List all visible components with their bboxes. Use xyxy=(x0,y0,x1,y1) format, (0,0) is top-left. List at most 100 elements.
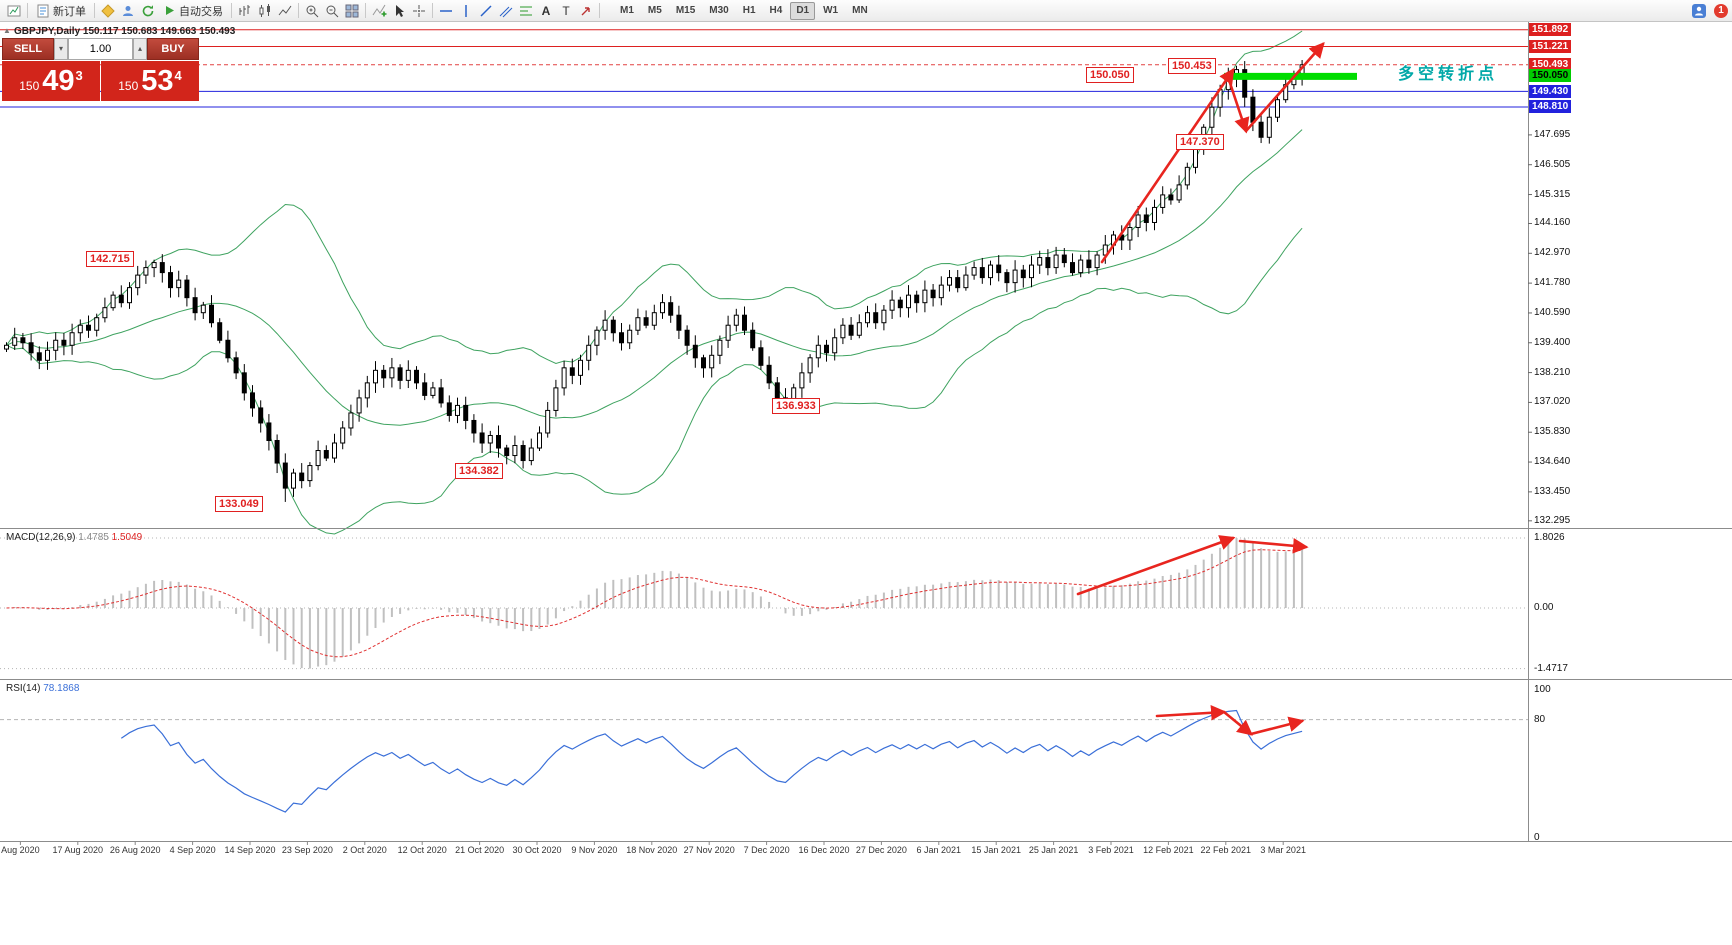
notification-badge[interactable]: 1 xyxy=(1714,3,1728,18)
timeframe-button-m30[interactable]: M30 xyxy=(709,4,729,16)
favorites-icon[interactable] xyxy=(98,2,118,20)
candle-body xyxy=(578,359,583,376)
autotrading-button[interactable]: 自动交易 xyxy=(158,2,228,20)
price-annotation-label[interactable]: 150.453 xyxy=(1168,58,1216,74)
price-axis-badge: 149.430 xyxy=(1529,84,1572,98)
volume-input[interactable] xyxy=(68,38,133,60)
trend-arrow[interactable] xyxy=(1155,704,1227,721)
autotrading-label: 自动交易 xyxy=(179,5,223,18)
zoom-out-icon[interactable] xyxy=(322,2,342,20)
ask-price-figure: 150 xyxy=(118,79,139,93)
candle-body xyxy=(1258,121,1264,138)
chart-window-icon[interactable] xyxy=(4,2,24,20)
candle-body xyxy=(364,382,370,399)
timeframe-button-m15[interactable]: M15 xyxy=(675,4,696,16)
chart-note-text[interactable]: 多空转折点 xyxy=(1398,66,1499,83)
fibonacci-tool-icon[interactable] xyxy=(516,2,536,20)
price-axis-badge: 151.221 xyxy=(1529,40,1572,54)
trend-arrow[interactable] xyxy=(1222,710,1254,736)
trend-arrow[interactable] xyxy=(1238,538,1309,554)
candle-body xyxy=(963,274,969,289)
sell-button[interactable]: SELL xyxy=(2,38,54,60)
date-axis-label: 26 Aug 2020 xyxy=(109,845,161,855)
price-annotation-label[interactable]: 136.933 xyxy=(772,398,820,414)
candle-body xyxy=(1266,116,1272,138)
trend-arrow[interactable] xyxy=(1100,67,1235,264)
candle-body xyxy=(881,309,887,324)
rsi-line xyxy=(120,709,1303,813)
zoom-in-icon[interactable] xyxy=(302,2,322,20)
candle-body xyxy=(1086,259,1092,269)
candle-body xyxy=(938,284,944,299)
trend-arrow[interactable] xyxy=(1244,42,1325,133)
trend-arrow[interactable] xyxy=(1076,535,1236,596)
timeframe-button-m1[interactable]: M1 xyxy=(620,4,634,16)
one-click-panel-toggle-icon[interactable]: ▲ xyxy=(3,26,11,35)
candle-body xyxy=(496,434,501,449)
price-annotation-label[interactable]: 134.382 xyxy=(455,463,503,479)
ask-price[interactable]: 150 53 4 xyxy=(101,61,199,101)
candle-body xyxy=(430,387,436,396)
indicators-icon[interactable] xyxy=(369,2,389,20)
candle-body xyxy=(627,329,633,344)
text-tool-icon[interactable]: A xyxy=(536,2,556,20)
date-axis-label: 3 Mar 2021 xyxy=(1260,845,1306,855)
label-tool-icon[interactable]: T xyxy=(556,2,576,20)
rsi-axis-tick: 100 xyxy=(1534,684,1551,695)
timeframe-button-m5[interactable]: M5 xyxy=(647,4,662,16)
candle-body xyxy=(873,312,879,324)
vertical-line-tool-icon[interactable] xyxy=(456,2,476,20)
timeframe-button-mn[interactable]: MN xyxy=(852,4,868,16)
candle-body xyxy=(569,367,575,376)
date-axis-label: 23 Sep 2020 xyxy=(281,845,333,855)
price-axis-tick: 134.640 xyxy=(1534,456,1571,468)
candle-body xyxy=(69,332,75,346)
price-annotation-label[interactable]: 147.370 xyxy=(1176,134,1224,150)
bid-price[interactable]: 150 49 3 xyxy=(2,61,100,101)
timeframe-button-h4[interactable]: H4 xyxy=(769,4,783,16)
candlestick-chart-icon[interactable] xyxy=(255,2,275,20)
price-axis-badge: 150.493 xyxy=(1529,58,1572,72)
price-annotation-label[interactable]: 142.715 xyxy=(86,251,134,267)
bollinger-lower-band xyxy=(6,227,1303,535)
candle-body xyxy=(799,372,805,389)
candle-body xyxy=(725,324,731,341)
price-annotation-label[interactable]: 133.049 xyxy=(215,496,263,512)
candle-body xyxy=(1275,99,1280,118)
price-axis-tick: 132.295 xyxy=(1534,514,1571,526)
refresh-icon[interactable] xyxy=(138,2,158,20)
volume-decrease-button[interactable]: ▾ xyxy=(54,38,68,60)
price-annotation-label[interactable]: 150.050 xyxy=(1086,67,1134,83)
candle-body xyxy=(225,339,231,359)
candle-body xyxy=(184,279,190,299)
channel-tool-icon[interactable] xyxy=(496,2,516,20)
bar-chart-icon[interactable] xyxy=(235,2,255,20)
timeframe-button-w1[interactable]: W1 xyxy=(823,4,839,16)
candle-body xyxy=(906,294,911,309)
candle-body xyxy=(1168,194,1174,201)
new-order-icon xyxy=(37,4,49,17)
candle-body xyxy=(619,332,624,344)
candle-body xyxy=(1078,259,1084,274)
arrow-objects-icon[interactable] xyxy=(576,2,596,20)
macd-axis-tick: 0.00 xyxy=(1534,602,1554,613)
crosshair-icon[interactable] xyxy=(409,2,429,20)
new-order-button[interactable]: 新订单 xyxy=(31,2,91,20)
line-chart-icon[interactable] xyxy=(275,2,295,20)
date-axis-label: 12 Oct 2020 xyxy=(397,845,447,855)
buy-button[interactable]: BUY xyxy=(147,38,199,60)
candle-body xyxy=(1070,262,1075,274)
accounts-icon[interactable] xyxy=(118,2,138,20)
timeframe-button-d1[interactable]: D1 xyxy=(790,1,816,20)
trendline-tool-icon[interactable] xyxy=(476,2,496,20)
cursor-icon[interactable] xyxy=(389,2,409,20)
horizontal-line-tool-icon[interactable] xyxy=(436,2,456,20)
trend-arrow[interactable] xyxy=(1249,716,1305,736)
community-icon[interactable] xyxy=(1689,2,1709,20)
tile-windows-icon[interactable] xyxy=(342,2,362,20)
timeframe-button-h1[interactable]: H1 xyxy=(742,4,756,16)
trend-arrow[interactable] xyxy=(1225,72,1250,134)
price-axis-tick: 135.830 xyxy=(1534,426,1571,438)
volume-increase-button[interactable]: ▴ xyxy=(133,38,147,60)
